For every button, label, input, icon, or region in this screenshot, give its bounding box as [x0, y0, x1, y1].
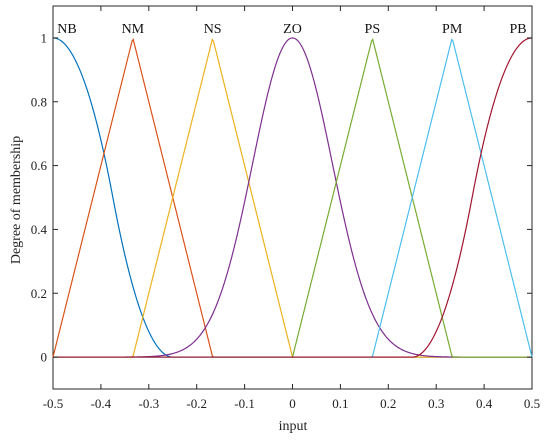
series-label-nm: NM: [122, 22, 145, 37]
plot-frame: [52, 5, 533, 390]
label-layer: -0.5 -0.4 -0.3 -0.2 -0.1 0 0.1 0.2 0.3 0.4 0.5 0 0.2…: [31, 22, 540, 411]
series-label-ns: NS: [204, 22, 222, 37]
y-axis-title: Degree of membership: [9, 136, 24, 264]
x-tick-label: 0.5: [524, 396, 540, 411]
series-layer: [52, 37, 533, 358]
y-tick-label: 0.8: [31, 94, 47, 109]
y-tick-label: 0.2: [31, 286, 47, 301]
x-tick-label: -0.1: [234, 396, 255, 411]
axis-layer: [52, 6, 533, 389]
series-label-pm: PM: [442, 22, 463, 37]
x-tick-label: 0.2: [380, 396, 396, 411]
x-tick-label: 0.1: [332, 396, 348, 411]
y-tick-label: 0.6: [31, 158, 48, 173]
series-line-pb: [53, 37, 533, 358]
series-label-zo: ZO: [283, 22, 302, 37]
x-axis-title: input: [279, 419, 308, 434]
x-tick-label: 0.3: [428, 396, 444, 411]
x-tick-label: -0.2: [186, 396, 207, 411]
y-tick-label: 0.4: [31, 222, 48, 237]
series-label-ps: PS: [365, 22, 381, 37]
x-tick-label: -0.5: [43, 396, 64, 411]
y-tick-label: 0: [41, 350, 48, 365]
series-label-nb: NB: [57, 22, 76, 37]
x-tick-label: -0.4: [91, 396, 112, 411]
series-label-pb: PB: [509, 22, 526, 37]
x-tick-label: 0.4: [476, 396, 493, 411]
x-tick-label: -0.3: [139, 396, 160, 411]
y-tick-label: 1: [41, 30, 48, 45]
plot-layer: [52, 5, 533, 390]
x-tick-label: 0: [289, 396, 296, 411]
